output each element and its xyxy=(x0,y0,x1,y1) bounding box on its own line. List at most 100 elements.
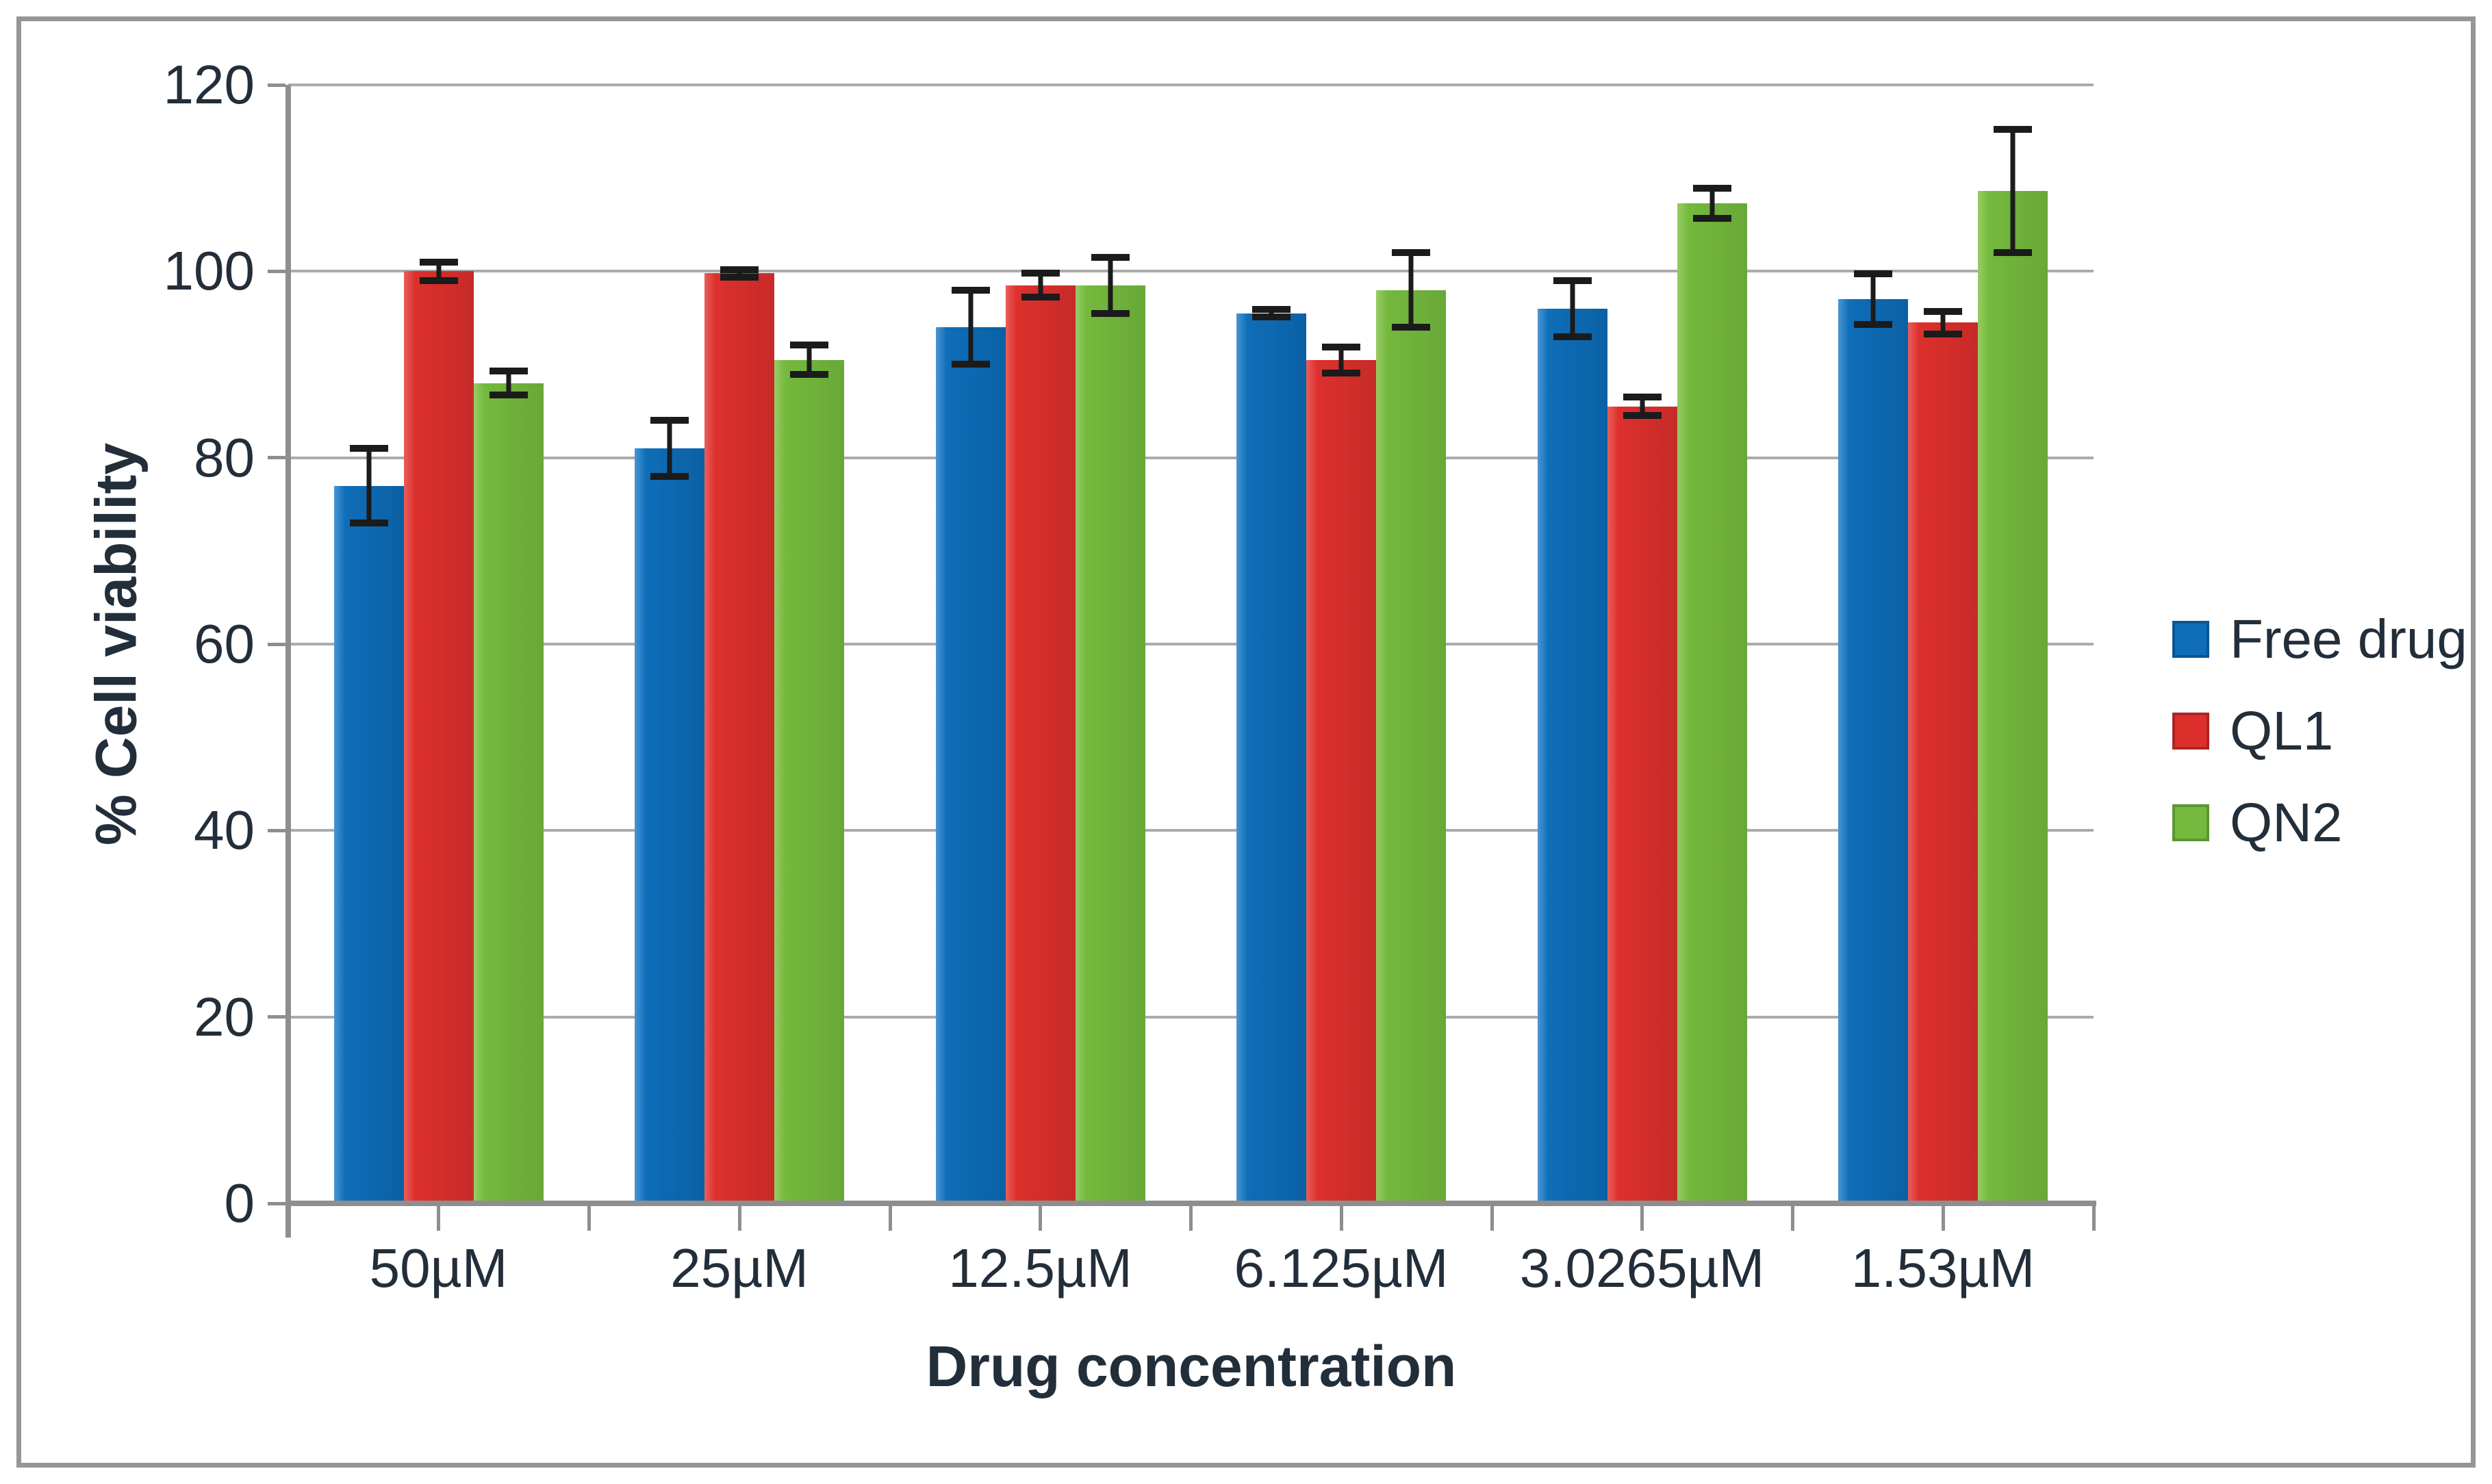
legend-swatch xyxy=(2172,713,2209,750)
error-bar-line xyxy=(806,344,812,375)
error-bar-line xyxy=(366,448,372,523)
chart-frame xyxy=(16,16,2476,1468)
bar xyxy=(1677,203,1747,1203)
error-bar-line xyxy=(1338,346,1344,373)
error-bar-cap-bottom xyxy=(1553,333,1592,340)
error-bar-cap-bottom xyxy=(489,392,528,399)
legend-label: QN2 xyxy=(2230,792,2343,853)
error-bar-cap-top xyxy=(1924,307,1963,315)
x-axis-line xyxy=(285,1201,2096,1206)
error-bar-line xyxy=(1709,188,1715,218)
error-bar-cap-bottom xyxy=(1322,369,1361,376)
gridline xyxy=(288,84,2094,86)
bar xyxy=(1236,313,1307,1203)
error-bar xyxy=(704,266,774,281)
y-tick xyxy=(268,83,285,87)
x-tick xyxy=(1490,1206,1494,1231)
error-bar xyxy=(404,258,474,284)
error-bar xyxy=(1677,185,1747,222)
bar xyxy=(1376,290,1447,1203)
error-bar-cap-bottom xyxy=(349,519,388,526)
gridline xyxy=(288,270,2094,273)
legend-swatch xyxy=(2172,804,2209,841)
error-bar-cap-top xyxy=(1091,253,1130,261)
bar xyxy=(774,359,845,1203)
bar xyxy=(1005,285,1076,1203)
error-bar-cap-bottom xyxy=(650,472,689,480)
error-bar xyxy=(1538,277,1607,340)
error-bar-line xyxy=(1038,273,1043,298)
x-tick xyxy=(737,1206,741,1231)
error-bar-line xyxy=(2010,129,2016,253)
y-tick xyxy=(268,269,285,273)
y-tick-label: 40 xyxy=(194,799,255,861)
y-tick-label: 80 xyxy=(194,426,255,488)
y-tick-label: 60 xyxy=(194,613,255,674)
error-bar-line xyxy=(1570,280,1575,337)
error-bar xyxy=(474,368,544,399)
x-tick-label: 1.53µM xyxy=(1851,1238,2035,1298)
x-tick-label: 6.125µM xyxy=(1234,1238,1449,1298)
legend-entry: QL1 xyxy=(2172,686,2333,776)
gridline xyxy=(288,829,2094,832)
error-bar-line xyxy=(1870,274,1876,324)
error-bar-cap-bottom xyxy=(1392,324,1431,331)
y-tick xyxy=(268,642,285,646)
bar xyxy=(1978,191,2048,1203)
error-bar-cap-bottom xyxy=(951,361,990,368)
gridline xyxy=(288,643,2094,645)
error-bar-cap-top xyxy=(1623,394,1662,401)
bar xyxy=(704,273,775,1203)
error-bar-line xyxy=(1408,253,1414,328)
error-bar-cap-top xyxy=(1994,126,2033,133)
x-tick xyxy=(1039,1206,1043,1231)
gridline xyxy=(288,1015,2094,1019)
error-bar-line xyxy=(667,420,672,476)
error-bar-cap-top xyxy=(489,368,528,375)
bar xyxy=(935,327,1006,1203)
bar xyxy=(1607,406,1677,1203)
legend-swatch xyxy=(2172,621,2209,658)
error-bar-cap-bottom xyxy=(1854,320,1893,328)
x-tick xyxy=(587,1206,591,1231)
error-bar-cap-top xyxy=(1252,306,1291,314)
error-bar-line xyxy=(1940,311,1946,334)
bar xyxy=(333,485,404,1203)
error-bar xyxy=(635,417,704,480)
error-bar xyxy=(1978,126,2048,257)
bar xyxy=(403,271,474,1203)
error-bar-cap-bottom xyxy=(1924,330,1963,337)
x-tick-label: 50µM xyxy=(369,1238,508,1298)
error-bar-cap-top xyxy=(419,258,458,266)
error-bar-line xyxy=(506,371,511,396)
x-tick xyxy=(1941,1206,1945,1231)
x-tick xyxy=(1339,1206,1343,1231)
error-bar-cap-top xyxy=(1692,185,1731,192)
error-bar-cap-top xyxy=(1021,270,1060,277)
error-bar xyxy=(1236,306,1306,321)
error-bar-line xyxy=(737,269,742,277)
y-tick-label: 120 xyxy=(163,54,255,115)
error-bar-line xyxy=(1640,397,1645,416)
bar xyxy=(635,448,705,1203)
plot-area xyxy=(268,83,2096,1238)
bar xyxy=(1537,308,1607,1203)
bar xyxy=(1908,322,1979,1203)
y-tick xyxy=(268,828,285,832)
x-tick-label: 25µM xyxy=(670,1238,809,1298)
error-bar-cap-bottom xyxy=(1994,249,2033,257)
error-bar-cap-top xyxy=(349,445,388,452)
error-bar-cap-bottom xyxy=(419,277,458,284)
x-tick-label: 12.5µM xyxy=(948,1238,1132,1298)
bar xyxy=(1075,285,1145,1203)
error-bar-cap-top xyxy=(720,266,759,273)
error-bar-cap-bottom xyxy=(1692,214,1731,222)
y-tick xyxy=(268,456,285,460)
error-bar xyxy=(1607,394,1677,420)
error-bar-cap-top xyxy=(1854,270,1893,278)
x-tick xyxy=(1791,1206,1794,1231)
error-bar-line xyxy=(1269,309,1274,318)
legend-label: QL1 xyxy=(2230,700,2334,761)
bar xyxy=(1838,299,1909,1203)
